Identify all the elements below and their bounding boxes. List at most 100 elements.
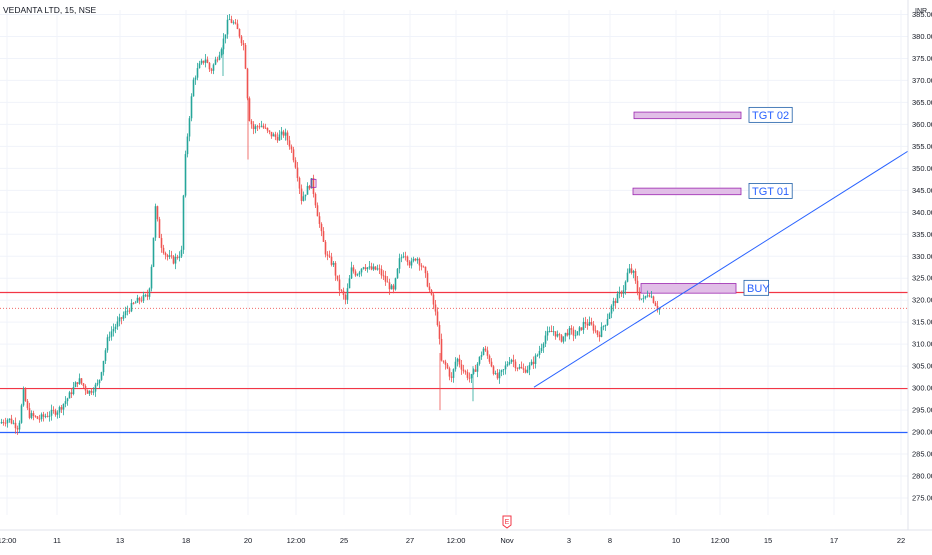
- candle-body: [426, 273, 429, 287]
- candle-body: [312, 178, 315, 194]
- zone-tgt-02[interactable]: [633, 111, 742, 120]
- candle-body: [250, 120, 253, 125]
- candle-body: [344, 295, 347, 300]
- candle-body: [506, 364, 509, 366]
- candle-body: [460, 364, 463, 370]
- candle-body: [210, 69, 213, 71]
- candle-body: [592, 324, 595, 331]
- candle-body: [488, 355, 491, 362]
- candle-body: [586, 323, 589, 326]
- candle-body: [548, 331, 551, 332]
- candle-body: [428, 286, 431, 290]
- candle-body: [264, 127, 267, 129]
- candle-body: [266, 127, 269, 131]
- earnings-marker[interactable]: E: [502, 515, 512, 529]
- zone-label-box-buy[interactable]: [743, 279, 770, 296]
- y-tick-label: 300.00: [912, 384, 932, 393]
- support-trendline[interactable]: [533, 149, 911, 388]
- zone-label-buy: BUY: [747, 283, 770, 295]
- candle-body: [458, 358, 461, 365]
- candle-body: [0, 422, 3, 424]
- candle-body: [134, 302, 137, 304]
- zone-tgt-01[interactable]: [632, 187, 742, 196]
- candle-body: [478, 356, 481, 364]
- candle-body: [180, 249, 183, 257]
- candle-body: [490, 361, 493, 367]
- y-tick-label: 280.00: [912, 472, 932, 481]
- candle-body: [84, 385, 87, 391]
- candle-body: [590, 321, 593, 325]
- x-tick-label: 11: [53, 536, 61, 545]
- candle-body: [654, 302, 657, 306]
- trendline-group[interactable]: [310, 149, 911, 388]
- candle-body: [600, 326, 603, 337]
- candle-body: [540, 347, 543, 351]
- candle-body: [342, 290, 345, 296]
- candle-body: [366, 267, 369, 270]
- candle-body: [400, 257, 403, 259]
- currency-label: INR: [915, 8, 927, 15]
- target-zones[interactable]: TGT 02 TGT 01 BUY: [632, 106, 793, 296]
- grid-lines: [0, 10, 908, 515]
- zone-buy[interactable]: [640, 283, 737, 294]
- candle-body: [530, 361, 533, 366]
- candle-body: [546, 331, 549, 336]
- candle-body: [254, 126, 257, 130]
- price-axis-bg: [908, 0, 932, 550]
- marker-box[interactable]: [310, 178, 317, 188]
- candle-body: [20, 405, 23, 423]
- candle-body: [526, 369, 529, 373]
- zone-label-box-tgt-01[interactable]: [748, 183, 793, 199]
- candle-body: [560, 335, 563, 342]
- y-tick-label: 365.00: [912, 98, 932, 107]
- horizontal-levels[interactable]: 321.75299.90289.90318.1506:20: [0, 287, 931, 439]
- candle-body: [112, 329, 115, 332]
- candle-body: [160, 237, 163, 248]
- candle-body: [166, 255, 169, 257]
- x-tick-label: 3: [567, 536, 571, 545]
- candle-body: [422, 266, 425, 268]
- x-tick-label: 17: [830, 536, 838, 545]
- candle-body: [636, 280, 639, 293]
- candle-body: [658, 308, 661, 310]
- candle-body: [418, 258, 421, 266]
- candle-body: [120, 317, 123, 319]
- candle-body: [184, 154, 187, 196]
- candle-body: [644, 296, 647, 298]
- candle-body: [594, 330, 597, 332]
- candle-body: [12, 422, 15, 424]
- candle-body: [432, 294, 435, 305]
- candle-body: [416, 258, 419, 261]
- y-tick-label: 385.00: [912, 10, 932, 19]
- y-tick-label: 305.00: [912, 362, 932, 371]
- candle-body: [332, 262, 335, 265]
- zone-label-box-tgt-02[interactable]: [748, 106, 793, 123]
- time-axis[interactable]: 12:00 11 13 18 20 12:00 25 27 12:00 Nov 3 8 10 12:00 1…: [0, 515, 932, 545]
- candle-body: [294, 160, 297, 168]
- candle-body: [360, 268, 363, 273]
- candle-body: [50, 409, 53, 416]
- earnings-badge[interactable]: [502, 515, 512, 529]
- candle-body: [116, 321, 119, 327]
- candle-body: [580, 327, 583, 330]
- candle-body: [188, 118, 191, 137]
- candle-body: [582, 321, 585, 330]
- price-axis[interactable]: 275.00 280.00 285.00 290.00 295.00 300.00 305.…: [907, 0, 932, 550]
- candle-body: [118, 317, 121, 322]
- candle-body: [448, 368, 451, 377]
- candle-body: [306, 185, 309, 195]
- candle-body: [230, 19, 233, 23]
- candle-body: [452, 369, 455, 378]
- candle-body: [70, 392, 73, 395]
- x-tick-label: 8: [608, 536, 612, 545]
- candle-body: [78, 378, 81, 385]
- candle-body: [42, 414, 45, 417]
- candle-body: [196, 68, 199, 78]
- candle-body: [520, 366, 523, 369]
- candle-body: [242, 43, 245, 46]
- candle-body: [450, 376, 453, 378]
- candle-body: [268, 130, 271, 132]
- candle-body: [10, 418, 13, 424]
